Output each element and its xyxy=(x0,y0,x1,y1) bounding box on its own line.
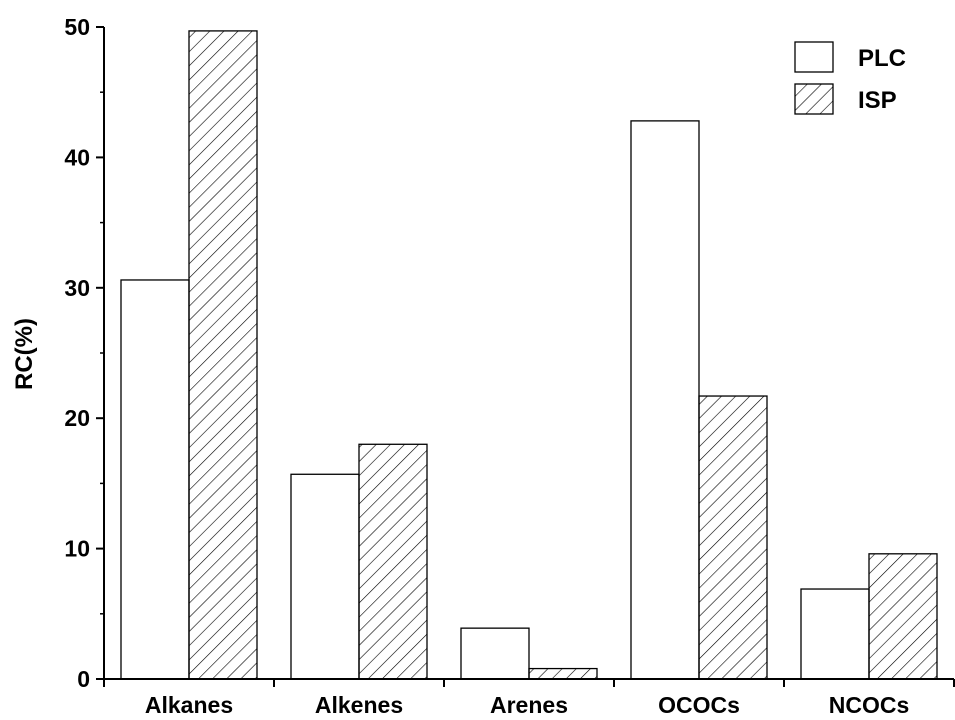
legend-swatch-isp xyxy=(794,83,834,115)
bar-plc-arenes xyxy=(460,627,530,680)
x-tick-label: NCOCs xyxy=(829,692,910,718)
legend: PLC ISP xyxy=(794,41,906,115)
legend-swatch-plc xyxy=(794,41,834,73)
bars-group xyxy=(120,30,938,680)
legend-label-isp: ISP xyxy=(858,87,897,114)
axes-group: 0 10 20 30 40 50 Alkanes Alkenes Arenes OCOCs NCOC… xyxy=(64,14,955,718)
bar-plc-ococs xyxy=(630,120,700,680)
bar-isp-ncocs xyxy=(868,553,938,680)
y-axis-title: RC(%) xyxy=(11,318,38,390)
y-tick-label: 20 xyxy=(64,405,90,431)
x-tick-label: Alkanes xyxy=(145,692,233,718)
y-tick-label: 10 xyxy=(64,536,90,562)
y-tick-label: 30 xyxy=(64,275,90,301)
bar-isp-arenes xyxy=(528,667,598,680)
legend-label-plc: PLC xyxy=(858,45,906,72)
y-tick-label: 0 xyxy=(77,666,90,692)
bar-plc-alkanes xyxy=(120,279,190,680)
y-tick-label: 50 xyxy=(64,14,90,40)
y-tick-label: 40 xyxy=(64,144,90,170)
bar-plc-alkenes xyxy=(290,473,360,680)
bar-isp-alkanes xyxy=(188,30,258,680)
x-tick-label: Alkenes xyxy=(315,692,403,718)
x-tick-label: Arenes xyxy=(490,692,568,718)
bar-plc-ncocs xyxy=(800,588,870,680)
x-tick-label: OCOCs xyxy=(658,692,740,718)
bar-isp-alkenes xyxy=(358,443,428,680)
bar-isp-ococs xyxy=(698,395,768,680)
